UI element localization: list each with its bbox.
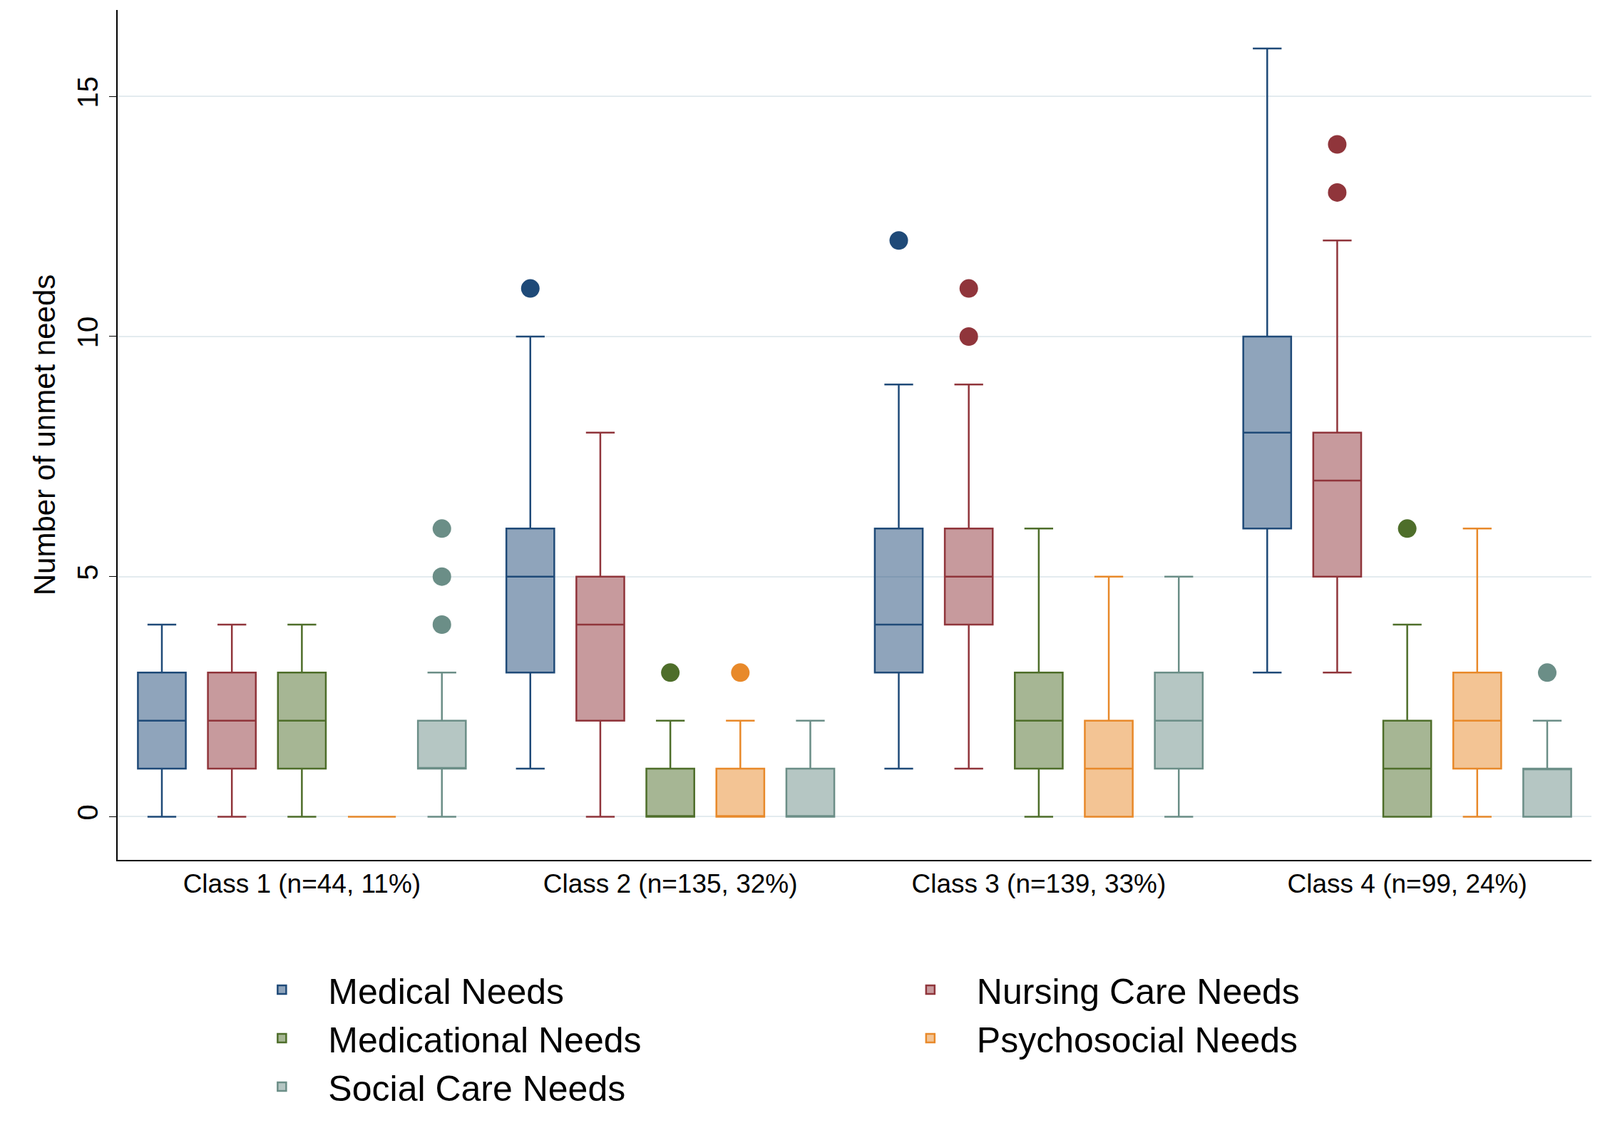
svg-text:0: 0 <box>72 804 104 820</box>
svg-text:Social Care Needs: Social Care Needs <box>327 1068 626 1109</box>
svg-text:Class 4 (n=99, 24%): Class 4 (n=99, 24%) <box>1286 869 1527 899</box>
svg-text:Medical Needs: Medical Needs <box>327 971 564 1012</box>
svg-text:Psychosocial Needs: Psychosocial Needs <box>976 1020 1298 1061</box>
svg-text:Number of unmet needs: Number of unmet needs <box>27 274 62 597</box>
svg-text:Nursing Care Needs: Nursing Care Needs <box>976 971 1300 1012</box>
svg-text:Class 1 (n=44, 11%): Class 1 (n=44, 11%) <box>183 869 422 899</box>
svg-text:Medicational Needs: Medicational Needs <box>327 1020 641 1061</box>
svg-text:5: 5 <box>72 564 104 581</box>
svg-text:Class 3 (n=139, 33%): Class 3 (n=139, 33%) <box>911 869 1166 899</box>
svg-text:15: 15 <box>72 76 104 109</box>
svg-text:Class 2 (n=135, 32%): Class 2 (n=135, 32%) <box>543 869 798 899</box>
svg-text:10: 10 <box>72 316 104 349</box>
